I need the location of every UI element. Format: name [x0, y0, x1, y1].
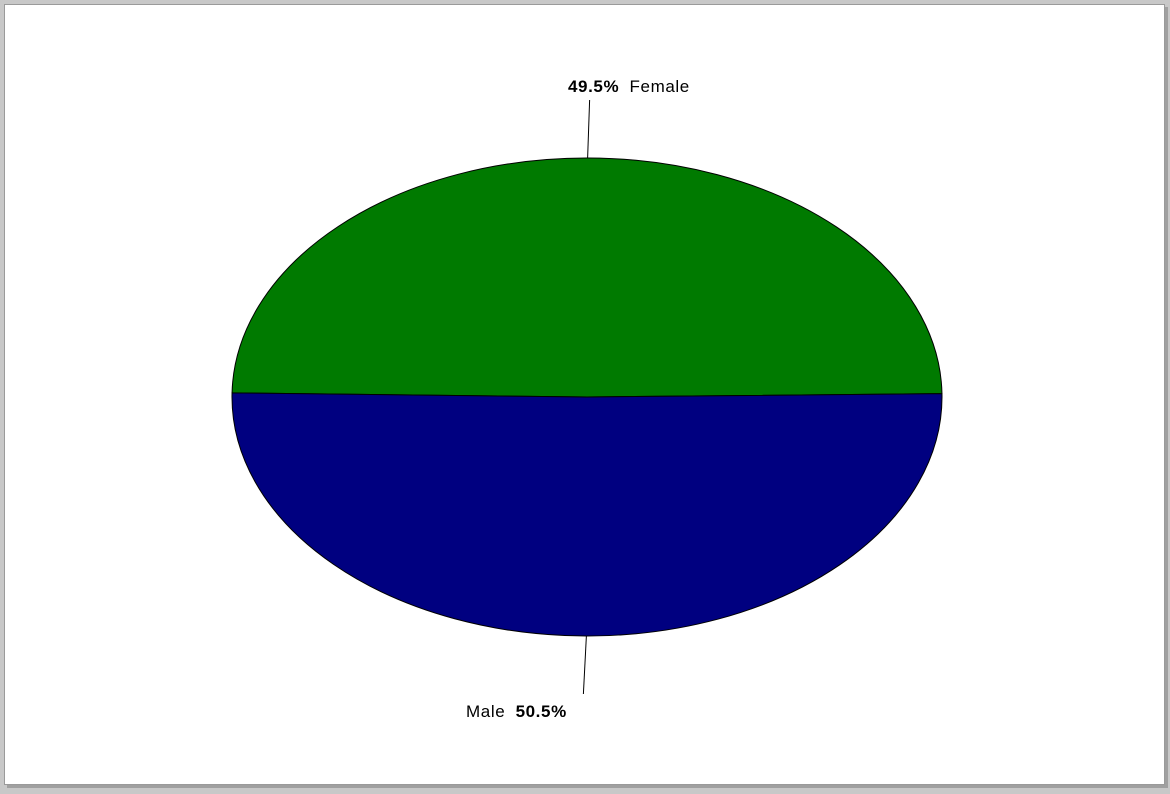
pie-slice-male: [231, 392, 943, 637]
leader-line-male: [582, 635, 587, 695]
pie-chart: 49.5% Female Male 50.5%: [231, 77, 943, 721]
slice-label-female: 49.5% Female: [568, 77, 690, 96]
slice-name-male: Male: [466, 702, 505, 721]
slice-name-female: Female: [630, 77, 690, 96]
slice-percent-male: 50.5%: [516, 702, 567, 721]
pie-slices: [231, 157, 943, 637]
leader-line-female: [587, 99, 591, 159]
chart-frame: 49.5% Female Male 50.5%: [4, 4, 1165, 785]
slice-percent-female: 49.5%: [568, 77, 619, 96]
pie-slice-female: [231, 157, 943, 398]
slice-label-male: Male 50.5%: [466, 702, 567, 721]
leader-lines: [582, 99, 591, 695]
